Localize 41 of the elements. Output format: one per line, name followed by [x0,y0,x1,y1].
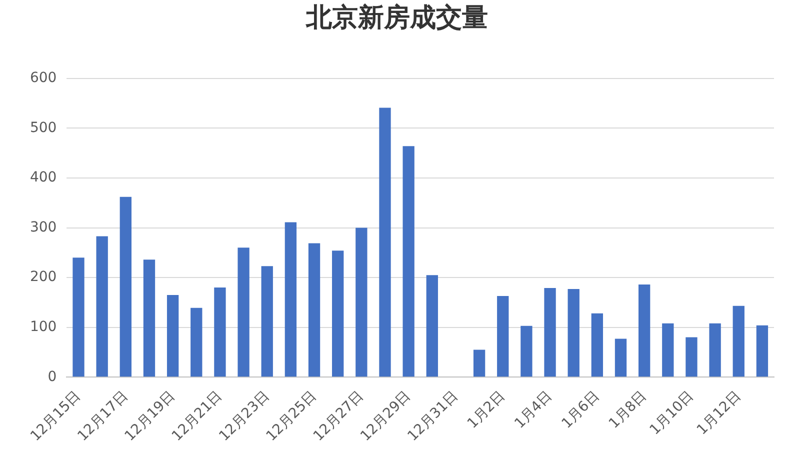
bar [402,146,414,377]
bar [686,337,698,377]
bar [614,338,627,377]
bar [308,243,320,377]
y-tick-label: 200 [30,269,57,286]
x-tick-label: 1月12日 [694,388,744,438]
x-tick-label: 1月6日 [558,388,603,432]
bar [72,258,84,377]
bar [709,323,721,377]
x-tick-label: 1月4日 [512,388,556,432]
y-tick-label: 500 [30,120,57,136]
bar [638,284,650,377]
chart-title: 北京新房成交量 [304,2,489,35]
bar [356,228,368,377]
bar [238,248,250,377]
bar [214,288,226,377]
bar [284,222,297,377]
y-tick-label: 100 [30,318,57,335]
bar [756,325,768,377]
bar [190,308,202,377]
x-tick-label: 1月2日 [464,388,508,432]
y-tick-label: 400 [30,170,57,186]
bar [473,350,486,377]
y-tick-label: 0 [48,368,57,385]
bar [332,250,344,377]
bar [662,323,674,377]
bar [261,266,273,377]
bar [426,275,438,377]
y-tick-label: 300 [30,219,57,236]
bar [591,313,604,377]
bar [143,260,156,377]
y-tick-label: 600 [30,70,57,86]
bar [568,289,580,377]
bar [497,296,509,377]
bar [520,326,532,377]
bar [544,288,556,377]
bar [732,306,744,377]
bar [120,196,132,377]
bar [379,108,391,377]
bar [96,236,108,377]
bar [166,294,179,377]
